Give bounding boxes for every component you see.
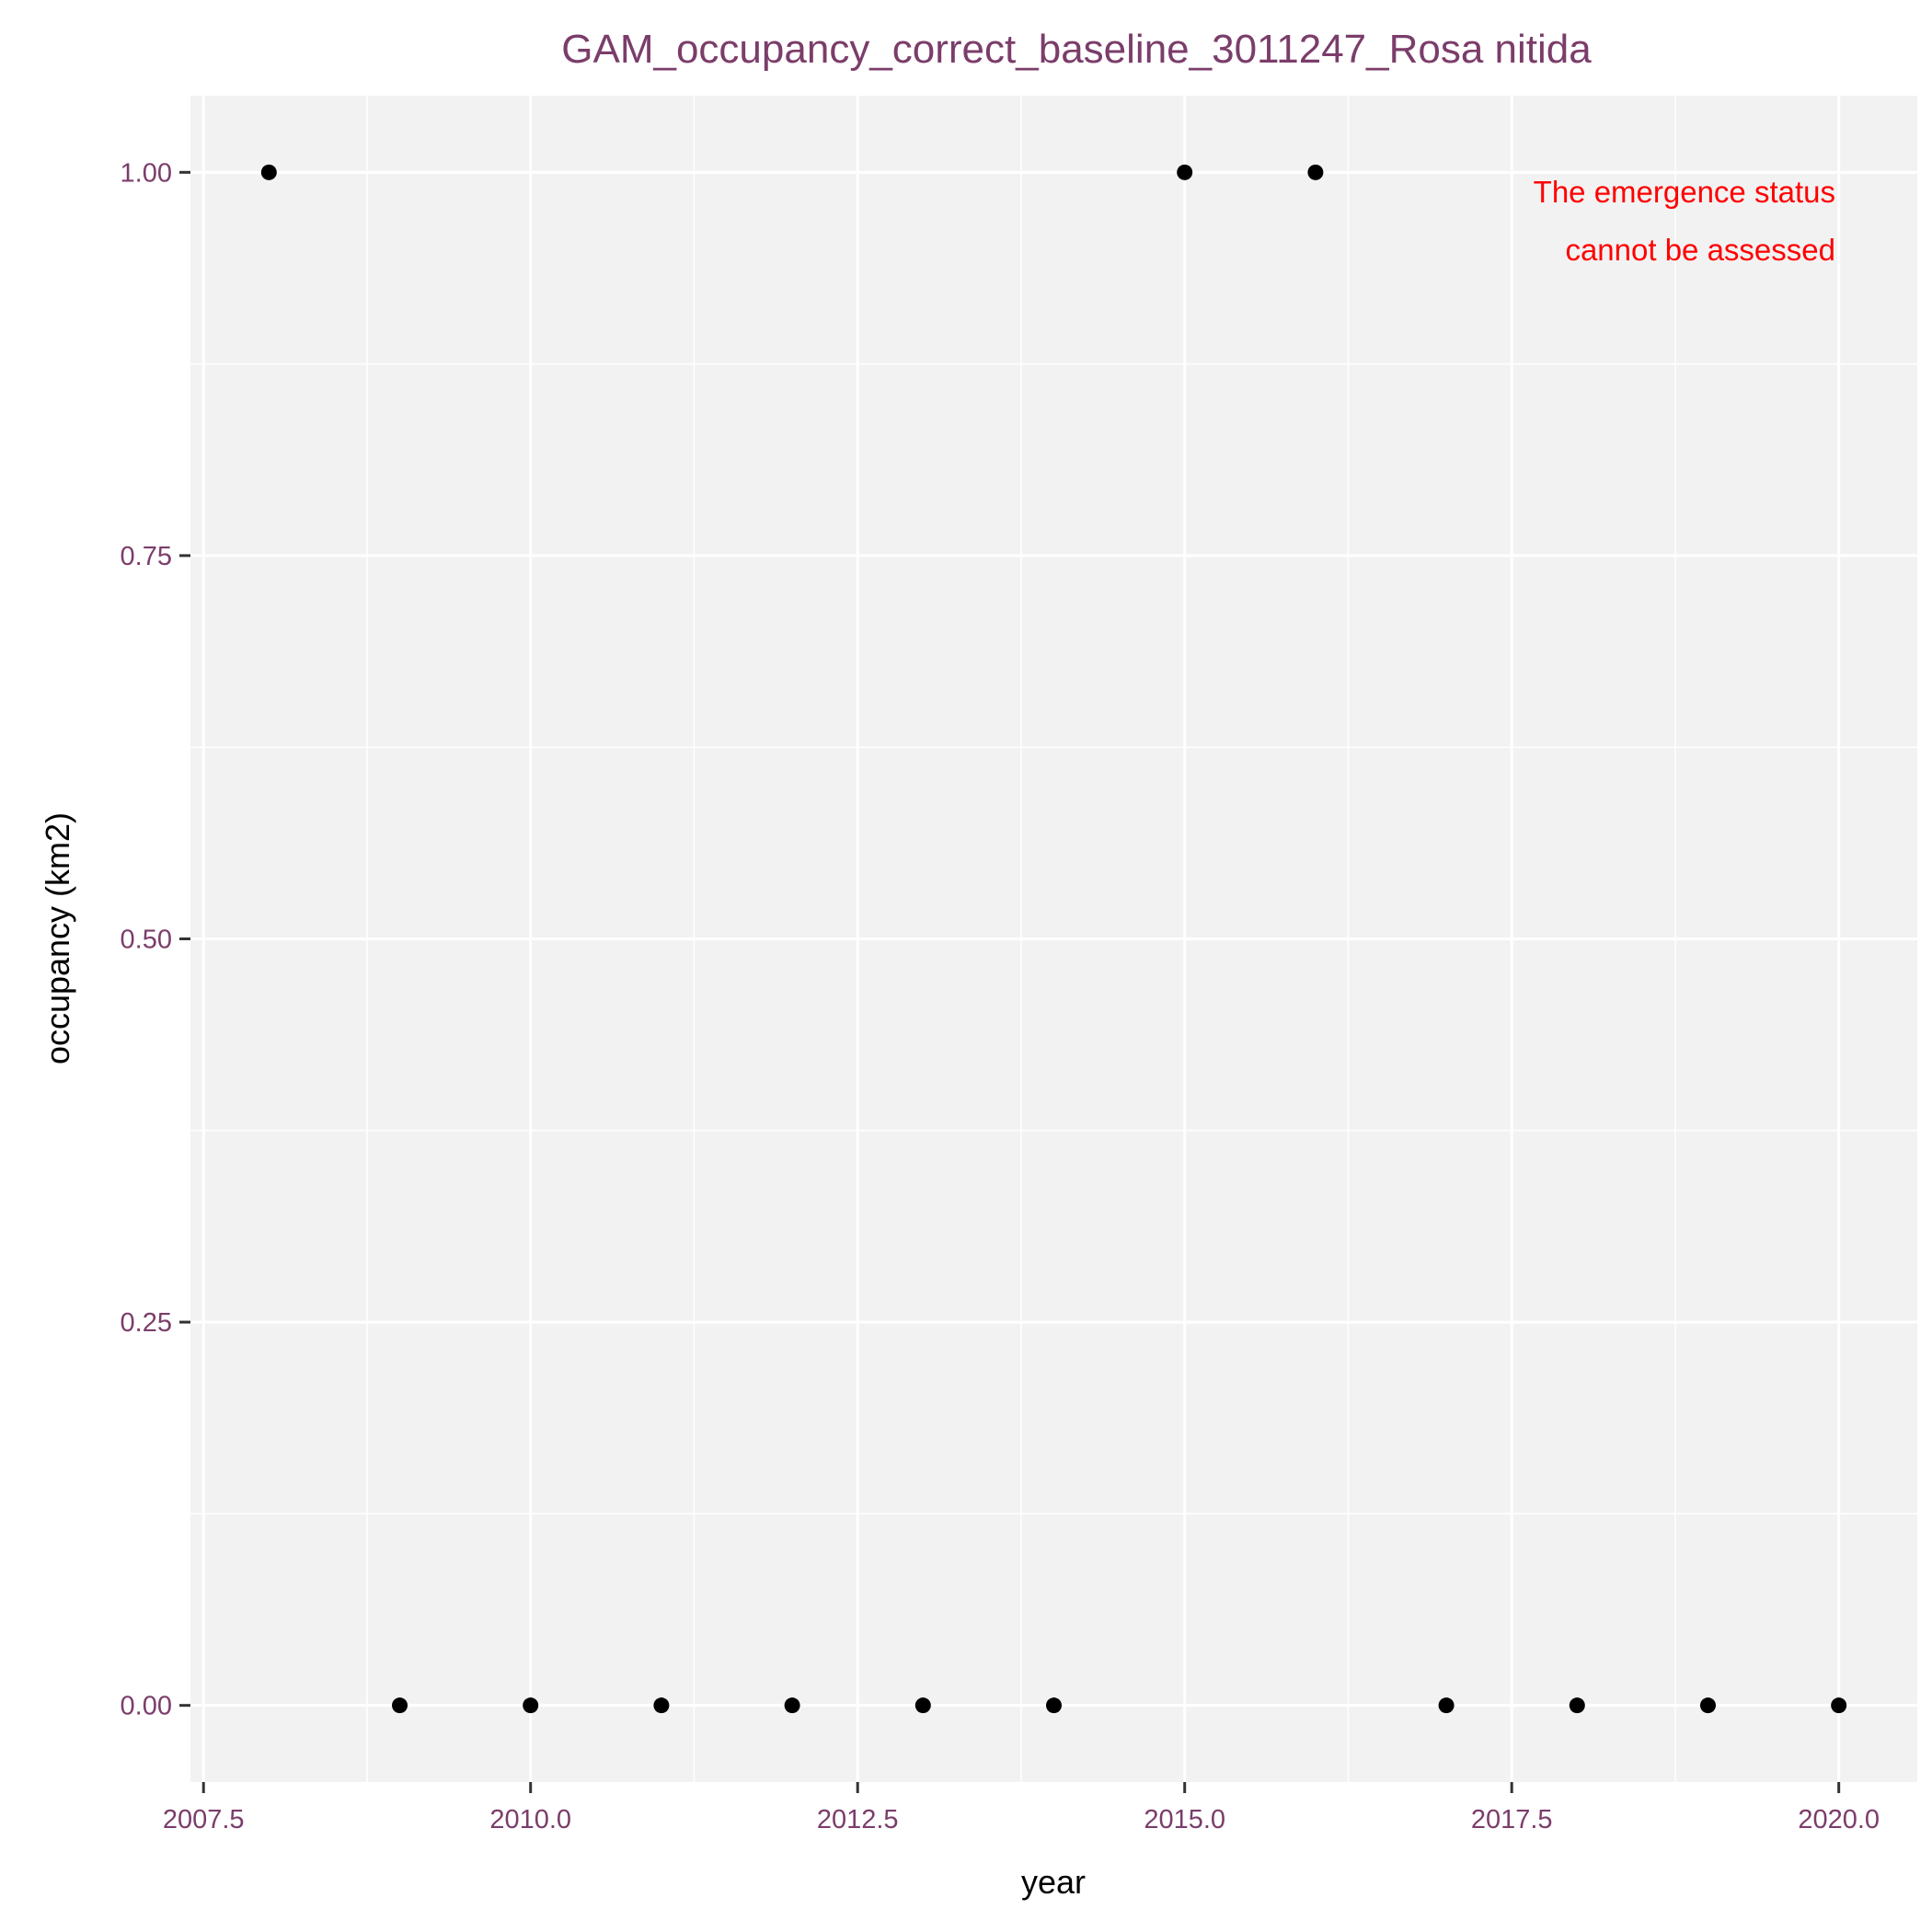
data-point — [914, 1697, 931, 1714]
data-point — [1307, 164, 1324, 180]
x-tick-label: 2017.5 — [1471, 1805, 1553, 1834]
chart-title: GAM_occupancy_correct_baseline_3011247_R… — [561, 27, 1592, 72]
data-point — [1569, 1697, 1585, 1714]
data-point — [1177, 164, 1193, 180]
data-point — [523, 1697, 539, 1714]
data-point — [784, 1697, 800, 1714]
y-tick-label: 0.00 — [121, 1692, 172, 1721]
data-point — [1046, 1697, 1062, 1714]
y-tick-label: 0.25 — [121, 1308, 172, 1338]
grid-lines — [190, 96, 1917, 1782]
data-point — [1438, 1697, 1455, 1714]
y-tick-label: 0.50 — [121, 926, 172, 955]
x-tick-label: 2007.5 — [163, 1805, 245, 1834]
data-point — [1699, 1697, 1716, 1714]
data-point — [260, 164, 277, 180]
data-point — [1831, 1697, 1847, 1714]
x-tick-label: 2010.0 — [489, 1805, 571, 1834]
y-tick-label: 1.00 — [121, 158, 172, 188]
x-axis-title: year — [1021, 1863, 1086, 1901]
data-points — [260, 164, 1847, 1714]
data-point — [653, 1697, 670, 1714]
axis-ticks: 2007.5 2010.0 2012.5 2015.0 2017.5 2020.0 0.00… — [121, 158, 1880, 1834]
annotation-line-2: cannot be assessed — [1565, 233, 1835, 267]
y-axis-title: occupancy (km2) — [39, 812, 76, 1064]
x-tick-label: 2015.0 — [1144, 1805, 1225, 1834]
data-point — [392, 1697, 408, 1714]
annotation-line-1: The emergence status — [1534, 175, 1835, 209]
x-tick-label: 2020.0 — [1798, 1805, 1880, 1834]
x-tick-label: 2012.5 — [817, 1805, 899, 1834]
y-tick-label: 0.75 — [121, 542, 172, 571]
